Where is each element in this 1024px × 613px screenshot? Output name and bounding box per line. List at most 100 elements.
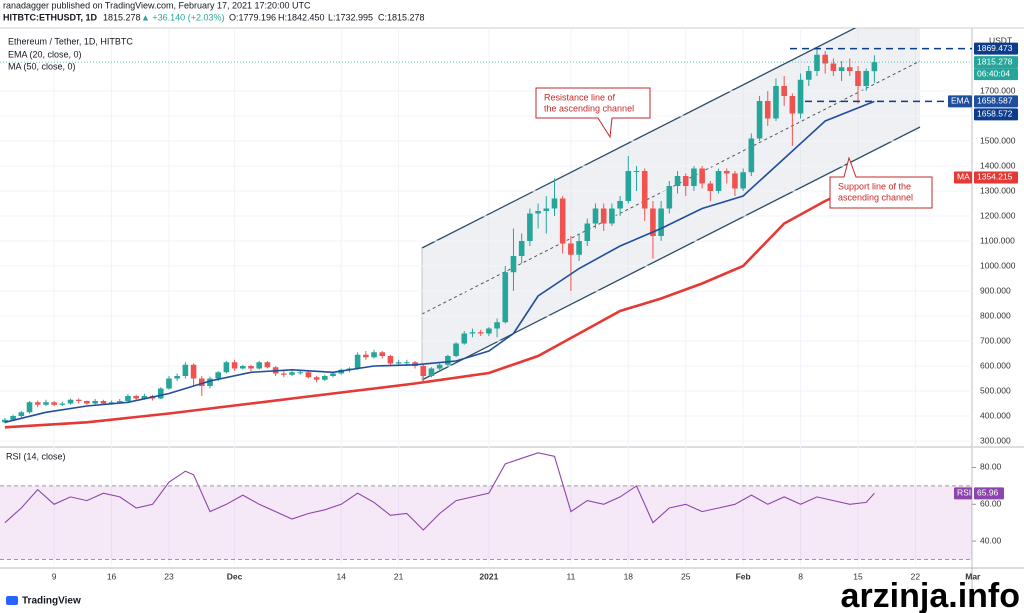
x-tick-label: 25 bbox=[681, 571, 691, 581]
ma-tag-box bbox=[954, 171, 972, 184]
candle-body bbox=[658, 208, 664, 236]
y-tick-label: 600.000 bbox=[980, 360, 1011, 370]
candle-body bbox=[26, 402, 33, 413]
candle-body bbox=[223, 362, 230, 373]
candle-body bbox=[371, 352, 377, 358]
candle-body bbox=[428, 368, 435, 376]
candle-body bbox=[650, 208, 656, 236]
y-tick-label: 700.000 bbox=[980, 335, 1011, 345]
candle-body bbox=[198, 378, 205, 386]
x-tick-label: 11 bbox=[566, 571, 575, 581]
candle-body bbox=[863, 71, 869, 86]
ma-value-box bbox=[974, 171, 1018, 184]
candle-body bbox=[830, 63, 837, 71]
watermark: arzinja.info bbox=[841, 577, 1020, 613]
candle-body bbox=[141, 396, 148, 399]
candle-body bbox=[592, 208, 599, 224]
candle-body bbox=[559, 198, 566, 244]
candle-body bbox=[494, 322, 500, 329]
ema-value: 1658.587 bbox=[977, 96, 1013, 106]
candle-body bbox=[453, 343, 459, 356]
y-tick-label: 1700.000 bbox=[980, 85, 1016, 95]
annotation-text: Support line of the bbox=[838, 181, 911, 191]
candle-body bbox=[789, 96, 796, 114]
rsi-value: 65.96 bbox=[977, 488, 999, 498]
candle-body bbox=[764, 101, 771, 119]
y-tick-label: 800.000 bbox=[980, 310, 1011, 320]
candle-body bbox=[502, 272, 509, 323]
annotation-text: Resistance line of bbox=[544, 92, 616, 102]
symbol: HITBTC:ETHUSDT, 1D bbox=[3, 12, 97, 22]
callout bbox=[829, 156, 933, 209]
candle-body bbox=[510, 256, 517, 273]
level-label: 1869.473 bbox=[977, 43, 1013, 53]
candle-body bbox=[551, 198, 558, 209]
candle-body bbox=[256, 362, 262, 369]
open: O:1779.196 bbox=[229, 12, 276, 22]
chart-title: Ethereum / Tether, 1D, HITBTC bbox=[8, 36, 133, 46]
candle-body bbox=[231, 362, 238, 369]
candle-body bbox=[297, 372, 304, 374]
candle-body bbox=[248, 366, 254, 369]
candle-body bbox=[289, 372, 295, 375]
x-tick-label: 18 bbox=[624, 571, 634, 581]
x-tick-label: Dec bbox=[227, 571, 243, 581]
candle-body bbox=[822, 54, 828, 64]
candle-body bbox=[404, 362, 410, 364]
y-tick-label: 400.000 bbox=[980, 410, 1011, 420]
candle-body bbox=[387, 356, 394, 364]
candle-body bbox=[609, 208, 615, 224]
candle-body bbox=[215, 372, 221, 379]
candle-body bbox=[797, 79, 804, 114]
candle-body bbox=[100, 401, 107, 404]
y-tick-label: 1300.000 bbox=[980, 185, 1016, 195]
low: L:1732.995 bbox=[328, 12, 373, 22]
y-tick-label: 1000.000 bbox=[980, 260, 1016, 270]
candle-body bbox=[2, 419, 8, 423]
candle-body bbox=[363, 354, 369, 358]
candle-body bbox=[461, 333, 468, 344]
candle-body bbox=[855, 71, 861, 86]
x-tick-label: 2021 bbox=[479, 571, 498, 581]
candle-body bbox=[633, 171, 640, 172]
candle-body bbox=[527, 213, 533, 241]
candle-body bbox=[576, 241, 582, 255]
x-tick-label: Mar bbox=[965, 571, 981, 581]
candle-body bbox=[305, 372, 312, 378]
line bbox=[4, 452, 875, 531]
level-label-box bbox=[974, 108, 1018, 121]
ema-tag-box bbox=[948, 95, 972, 108]
y-tick-label: 500.000 bbox=[980, 385, 1011, 395]
x-tick-label: 14 bbox=[336, 571, 346, 581]
rsi-title: RSI (14, close) bbox=[6, 451, 66, 461]
candle-body bbox=[43, 402, 49, 405]
annotation-text: ascending channel bbox=[838, 192, 913, 202]
candle-body bbox=[871, 62, 878, 72]
candle-body bbox=[666, 186, 673, 209]
x-tick-label: Feb bbox=[736, 571, 751, 581]
candle-body bbox=[568, 243, 574, 255]
candle-body bbox=[748, 138, 755, 173]
candle-body bbox=[436, 364, 443, 369]
candle-body bbox=[691, 168, 697, 186]
legend-entry: EMA (20, close, 0) bbox=[8, 49, 82, 59]
candle-body bbox=[354, 354, 361, 369]
rsi-tag: RSI bbox=[957, 488, 971, 498]
y-tick-label: 1200.000 bbox=[980, 210, 1016, 220]
candle-body bbox=[445, 356, 451, 365]
publisher: ranadagger published on TradingView.com,… bbox=[3, 0, 311, 10]
countdown-label-box bbox=[974, 68, 1018, 81]
candle-body bbox=[805, 71, 812, 80]
candle-body bbox=[75, 399, 82, 401]
candle-body bbox=[723, 171, 730, 174]
candle-body bbox=[239, 366, 246, 369]
ema-tag: EMA bbox=[951, 96, 970, 106]
candle-body bbox=[773, 86, 779, 119]
countdown-label: 06:40:04 bbox=[977, 68, 1010, 78]
annotation: Resistance line of the ascending channel… bbox=[535, 87, 933, 209]
candle-body bbox=[281, 373, 287, 375]
candle-body bbox=[732, 173, 738, 189]
line bbox=[4, 176, 875, 429]
